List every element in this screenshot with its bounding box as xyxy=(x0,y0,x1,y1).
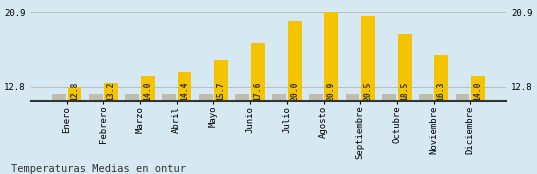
Bar xyxy=(68,87,82,101)
Bar xyxy=(455,94,469,101)
Text: 20.9: 20.9 xyxy=(326,81,336,101)
Bar xyxy=(178,72,192,101)
Bar xyxy=(52,94,66,101)
Text: 15.7: 15.7 xyxy=(217,81,226,101)
Bar xyxy=(288,21,301,101)
Bar xyxy=(104,83,118,101)
Bar xyxy=(361,16,375,101)
Text: 20.5: 20.5 xyxy=(364,81,372,101)
Bar xyxy=(324,12,338,101)
Text: 14.4: 14.4 xyxy=(180,81,189,101)
Bar xyxy=(162,94,176,101)
Text: 13.2: 13.2 xyxy=(107,81,115,101)
Bar xyxy=(309,94,323,101)
Text: 16.3: 16.3 xyxy=(437,81,446,101)
Bar xyxy=(397,34,411,101)
Text: 14.0: 14.0 xyxy=(474,81,482,101)
Bar xyxy=(434,55,448,101)
Bar xyxy=(382,94,396,101)
Text: 18.5: 18.5 xyxy=(400,81,409,101)
Bar xyxy=(251,43,265,101)
Bar xyxy=(199,94,213,101)
Bar xyxy=(126,94,140,101)
Bar xyxy=(236,94,249,101)
Bar xyxy=(272,94,286,101)
Text: 14.0: 14.0 xyxy=(143,81,153,101)
Bar xyxy=(419,94,433,101)
Text: Temperaturas Medias en ontur: Temperaturas Medias en ontur xyxy=(11,164,186,174)
Bar xyxy=(89,94,103,101)
Text: 20.0: 20.0 xyxy=(290,81,299,101)
Bar xyxy=(214,60,228,101)
Bar xyxy=(141,76,155,101)
Bar xyxy=(345,94,359,101)
Text: 12.8: 12.8 xyxy=(70,81,79,101)
Text: 17.6: 17.6 xyxy=(253,81,263,101)
Bar xyxy=(471,76,485,101)
